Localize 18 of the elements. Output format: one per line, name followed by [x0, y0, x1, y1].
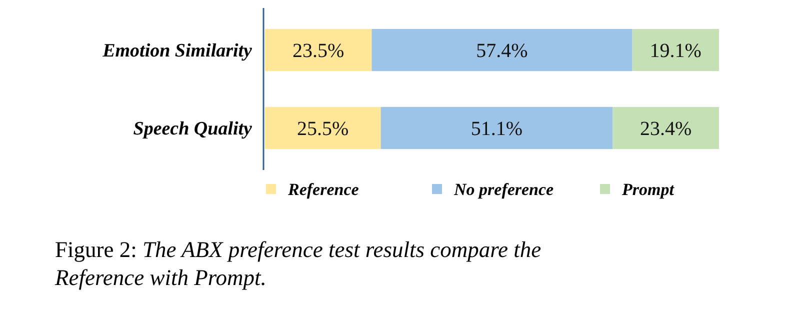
- bar: [612, 106, 719, 150]
- data-label: 23.5%: [292, 40, 344, 62]
- bar: [380, 106, 613, 150]
- bar: [265, 28, 372, 72]
- y-tick-label: Emotion Similarity: [102, 40, 253, 62]
- data-label: 19.1%: [650, 40, 702, 62]
- caption: Figure 2: The ABX preference test results compare the Reference with Prompt.: [54, 237, 542, 290]
- y-tick-label: Speech Quality: [133, 118, 253, 140]
- data-label: 25.5%: [297, 118, 349, 140]
- legend-label: No preference: [453, 180, 554, 199]
- legend-label: Reference: [287, 180, 360, 199]
- bar: [372, 28, 632, 72]
- bar: [265, 106, 381, 150]
- data-label: 23.4%: [640, 118, 692, 140]
- data-label: 57.4%: [476, 40, 528, 62]
- data-label: 51.1%: [470, 118, 523, 140]
- bar: [632, 28, 719, 72]
- legend-label: Prompt: [621, 180, 676, 199]
